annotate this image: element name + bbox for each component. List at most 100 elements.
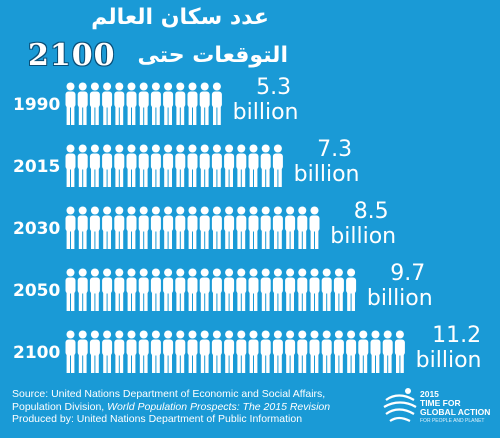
person-icon [150,82,161,125]
person-icon [175,206,186,249]
person-icon [309,206,320,249]
person-icon [77,330,88,373]
person-icon [211,330,222,373]
value-number-label: 7.3 [317,137,352,162]
person-icon [65,206,76,249]
person-icon [248,144,259,187]
person-icon [77,268,88,311]
row-year-label: 2050 [13,281,60,301]
person-icon [285,268,296,311]
person-icon [236,206,247,249]
person-icon [297,206,308,249]
row-year-label: 2015 [13,157,60,177]
person-icon [236,268,247,311]
person-icon [126,82,137,125]
person-icon [199,268,210,311]
person-icon [102,206,113,249]
person-icon [187,82,198,125]
source-line-2-prefix: Population Division, [12,400,108,413]
value-number-label: 9.7 [390,261,425,286]
population-bar [65,144,283,187]
person-icon [285,330,296,373]
population-bar [65,268,357,311]
person-icon [394,330,405,373]
source-line-1: Source: United Nations Department of Eco… [12,388,326,400]
person-icon [346,268,357,311]
person-icon [211,144,222,187]
logo-year: 2015 [420,389,439,399]
person-icon [150,206,161,249]
chart-title: عدد سكان العالم [91,5,269,30]
person-icon [138,82,149,125]
person-icon [89,144,100,187]
logo-line-4: FOR PEOPLE AND PLANET [420,418,485,424]
person-icon [333,330,344,373]
person-icon [126,206,137,249]
person-icon [224,268,235,311]
person-icon [102,144,113,187]
person-icon [211,206,222,249]
person-icon [126,268,137,311]
person-icon [150,268,161,311]
value-unit-label: billion [233,100,299,125]
person-icon [260,330,271,373]
person-icon [333,268,344,311]
person-icon [65,144,76,187]
person-icon [260,144,271,187]
person-icon [187,268,198,311]
person-icon [138,330,149,373]
population-bar [65,82,222,125]
person-icon [138,206,149,249]
person-icon [199,206,210,249]
person-icon [175,144,186,187]
person-icon [114,144,125,187]
person-icon [248,330,259,373]
row-year-label: 2100 [13,343,60,363]
person-icon [77,144,88,187]
person-icon [224,144,235,187]
source-line-2-title: World Population Prospects: The 2015 Rev… [107,400,331,413]
source-line-3: Produced by: United Nations Department o… [12,413,303,425]
person-icon [114,82,125,125]
person-icon [102,330,113,373]
logo-line-2: TIME FOR [420,398,461,408]
value-unit-label: billion [367,286,433,311]
person-icon [77,82,88,125]
person-icon [248,206,259,249]
person-icon [150,144,161,187]
population-bar [65,330,405,373]
chart-subtitle: 2100 التوقعات حتى [18,38,288,74]
person-icon [89,82,100,125]
person-icon [211,82,222,125]
person-icon [114,206,125,249]
person-icon [199,330,210,373]
person-icon [150,330,161,373]
person-icon [297,330,308,373]
person-icon [187,330,198,373]
value-number-label: 11.2 [432,323,481,348]
person-icon [163,268,174,311]
person-icon [321,330,332,373]
person-icon [236,330,247,373]
population-bar [65,206,320,249]
person-icon [65,330,76,373]
person-icon [175,82,186,125]
person-icon [114,268,125,311]
person-icon [175,330,186,373]
subtitle-text: التوقعات حتى [137,43,288,68]
person-icon [175,268,186,311]
person-icon [199,144,210,187]
person-icon [199,82,210,125]
person-icon [163,206,174,249]
person-icon [358,330,369,373]
person-icon [297,268,308,311]
person-icon [65,82,76,125]
row-year-label: 1990 [13,95,60,115]
value-unit-label: billion [294,162,360,187]
person-icon [272,330,283,373]
person-icon [102,82,113,125]
person-icon [89,330,100,373]
person-icon [309,268,320,311]
person-icon [260,206,271,249]
person-icon [370,330,381,373]
